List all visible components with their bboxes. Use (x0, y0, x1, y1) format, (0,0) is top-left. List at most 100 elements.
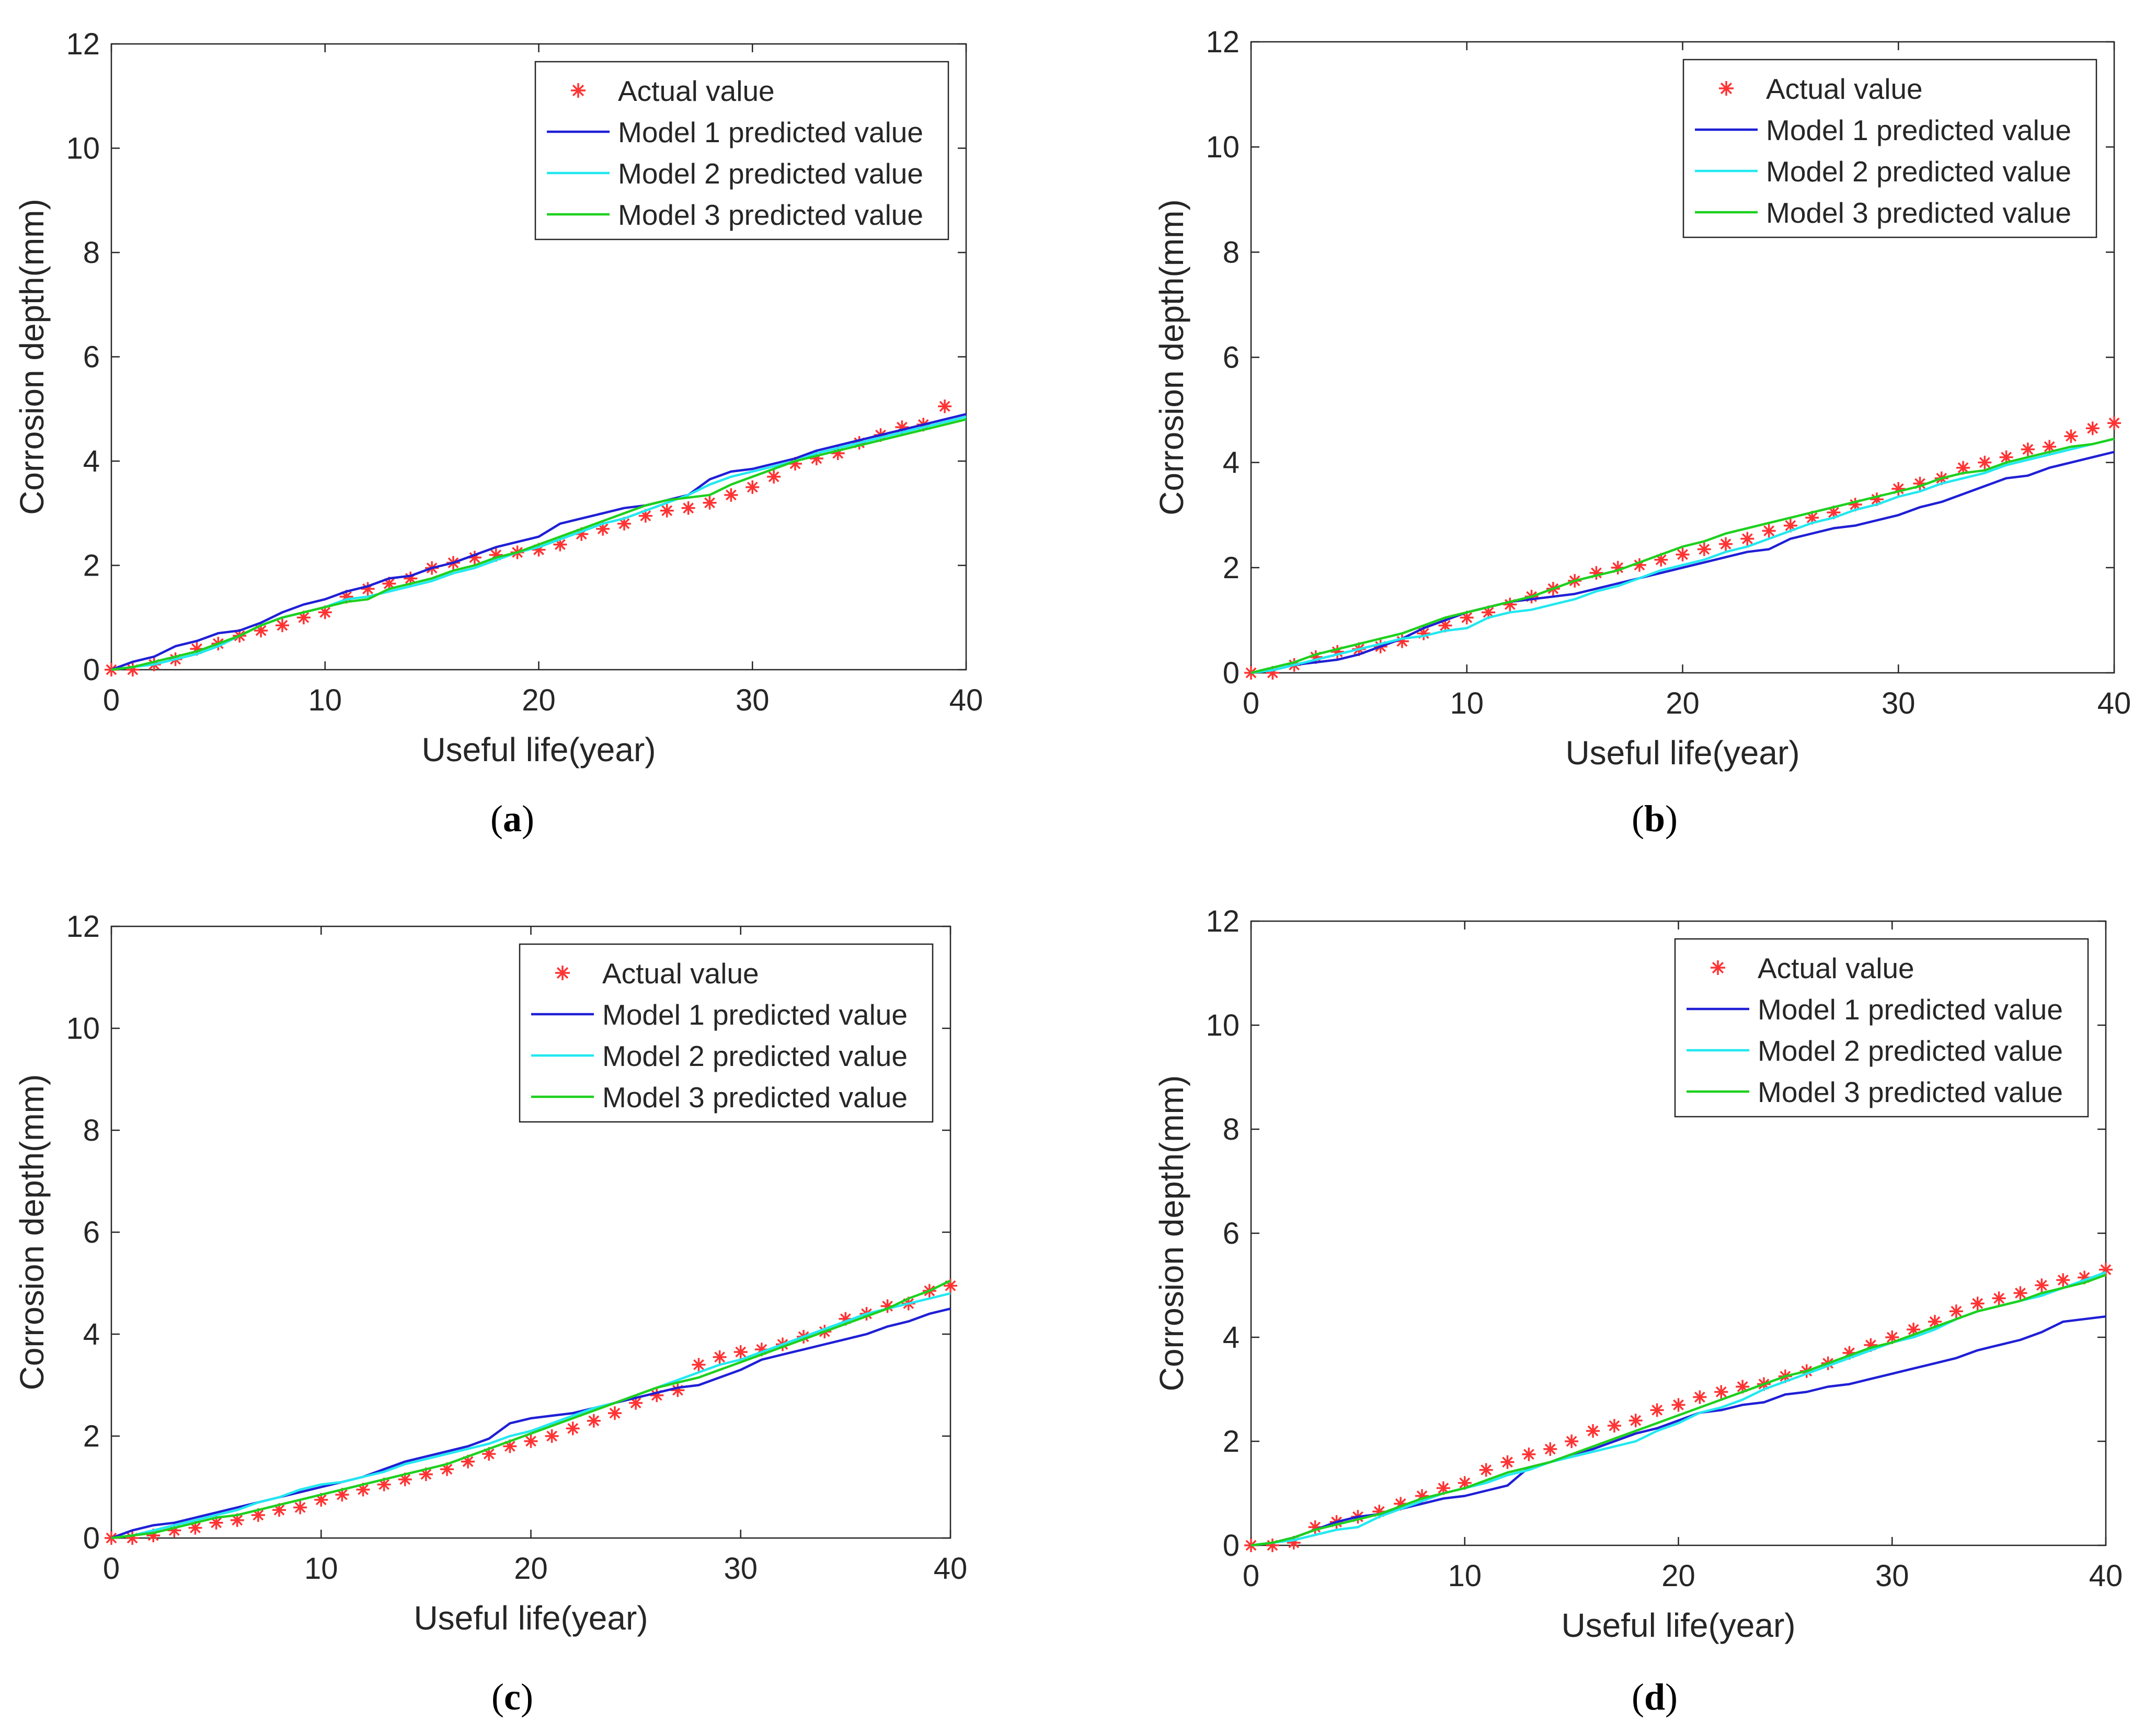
legend-entry-label: Actual value (618, 75, 775, 107)
x-tick-label: 20 (514, 1552, 548, 1586)
y-tick-label: 8 (83, 1114, 100, 1148)
data-point-actual (681, 501, 695, 515)
panel-label-d: (d) (1632, 1676, 1678, 1718)
legend-entry-label: Model 1 predicted value (618, 116, 923, 148)
x-axis-label: Useful life(year) (1565, 734, 1799, 772)
legend-entry-label: Model 3 predicted value (1766, 197, 2071, 229)
y-tick-label: 4 (83, 444, 100, 478)
series-line-model-2 (1251, 438, 2115, 674)
data-point-actual (2035, 1278, 2049, 1292)
legend-swatch-star (1711, 960, 1725, 975)
x-axis-label: Useful life(year) (414, 1599, 648, 1637)
x-tick-label: 20 (1661, 1559, 1695, 1593)
x-tick-label: 10 (1448, 1559, 1482, 1593)
y-axis-label: Corrosion depth(mm) (1153, 199, 1190, 515)
legend-entry-label: Model 3 predicted value (602, 1081, 908, 1114)
x-axis-label: Useful life(year) (1561, 1607, 1795, 1644)
legend-entry-label: Actual value (1766, 73, 1923, 105)
data-point-actual (1714, 1385, 1728, 1399)
y-tick-label: 10 (1206, 130, 1240, 164)
data-point-actual (2064, 429, 2078, 443)
chart-panel-c: 0 2 4 6 8 10 12 0 10 20 30 40 Useful life(year) Corro… (13, 910, 967, 1637)
y-axis-label: Corrosion depth(mm) (1153, 1075, 1190, 1392)
y-tick-label: 0 (1223, 656, 1240, 690)
y-tick-label: 12 (1206, 904, 1240, 938)
data-point-actual (1992, 1291, 2006, 1305)
data-point-actual (733, 1345, 748, 1359)
y-tick-label: 4 (83, 1317, 100, 1351)
y-tick-label: 4 (1223, 1321, 1240, 1355)
x-tick-label: 20 (1666, 686, 1700, 720)
data-point-actual (1479, 1463, 1493, 1477)
legend-box (1682, 59, 2097, 238)
x-tick-label: 30 (736, 683, 770, 717)
data-point-actual (1589, 566, 1603, 580)
x-tick-label: 40 (2097, 686, 2131, 720)
legend-entry-label: Model 2 predicted value (1766, 155, 2071, 188)
data-point-actual (1671, 1398, 1685, 1412)
data-point-actual (1978, 455, 1992, 469)
x-tick-label: 40 (949, 683, 983, 717)
x-tick-label: 0 (103, 683, 120, 717)
data-point-actual (524, 1434, 538, 1448)
data-point-actual (1607, 1419, 1621, 1433)
legend-entry-label: Model 3 predicted value (1758, 1076, 2063, 1108)
y-tick-label: 6 (1223, 1217, 1240, 1250)
data-point-actual (1543, 1442, 1557, 1456)
y-tick-label: 4 (1223, 446, 1240, 480)
y-tick-label: 2 (1223, 551, 1240, 585)
data-point-actual (587, 1414, 601, 1428)
data-point-actual (276, 618, 289, 633)
data-point-actual (1762, 524, 1776, 538)
series-line-model-1 (111, 413, 967, 671)
legend-swatch-star (571, 83, 586, 98)
data-point-actual (1676, 547, 1690, 561)
legend-a: Actual value Model 1 predicted value Model… (534, 61, 949, 240)
y-tick-label: 0 (83, 653, 100, 687)
chart-panel-a: 0 2 4 6 8 10 12 0 10 20 30 40 Useful life(year) Corro… (13, 27, 983, 768)
data-point-actual (724, 488, 738, 502)
data-point-actual (1586, 1424, 1600, 1438)
data-point-actual (767, 469, 781, 484)
data-point-actual (1629, 1414, 1643, 1428)
data-point-actual (293, 1500, 307, 1515)
y-tick-label: 8 (1223, 235, 1240, 269)
y-tick-label: 10 (66, 1012, 100, 1046)
x-tick-label: 20 (522, 683, 556, 717)
data-point-actual (2056, 1273, 2070, 1287)
data-point-actual (608, 1406, 622, 1420)
data-point-actual (1697, 542, 1711, 556)
series-line-model-3 (111, 1279, 951, 1540)
data-point-actual (1740, 532, 1754, 546)
y-tick-label: 12 (1206, 25, 1240, 59)
y-tick-label: 8 (1223, 1112, 1240, 1146)
y-tick-label: 8 (83, 236, 100, 270)
panel-label-b: (b) (1632, 798, 1678, 840)
legend-entry-label: Model 2 predicted value (618, 157, 923, 190)
data-point-actual (692, 1358, 706, 1372)
legend-entry-label: Model 3 predicted value (618, 199, 923, 231)
legend-entry-label: Model 2 predicted value (1758, 1035, 2063, 1067)
legend-entry-label: Model 1 predicted value (602, 999, 908, 1031)
y-tick-label: 6 (83, 1215, 100, 1249)
legend-swatch-star (555, 966, 570, 980)
x-tick-label: 30 (1875, 1559, 1909, 1593)
legend-box (1674, 938, 2089, 1118)
x-tick-label: 0 (103, 1552, 120, 1586)
legend-entry-label: Actual value (1758, 952, 1914, 984)
y-tick-label: 12 (66, 910, 100, 944)
y-tick-label: 6 (83, 340, 100, 374)
x-tick-label: 40 (2089, 1559, 2123, 1593)
data-point-actual (1632, 558, 1646, 572)
x-tick-label: 30 (724, 1552, 758, 1586)
data-point-actual (2021, 442, 2035, 456)
data-point-actual (1949, 1304, 1963, 1318)
data-point-actual (566, 1421, 580, 1436)
legend-entry-label: Actual value (602, 957, 759, 990)
legend-box (519, 943, 934, 1123)
y-tick-label: 2 (83, 549, 100, 583)
legend-entry-label: Model 1 predicted value (1758, 993, 2063, 1026)
series-line-model-3 (1251, 1273, 2106, 1547)
